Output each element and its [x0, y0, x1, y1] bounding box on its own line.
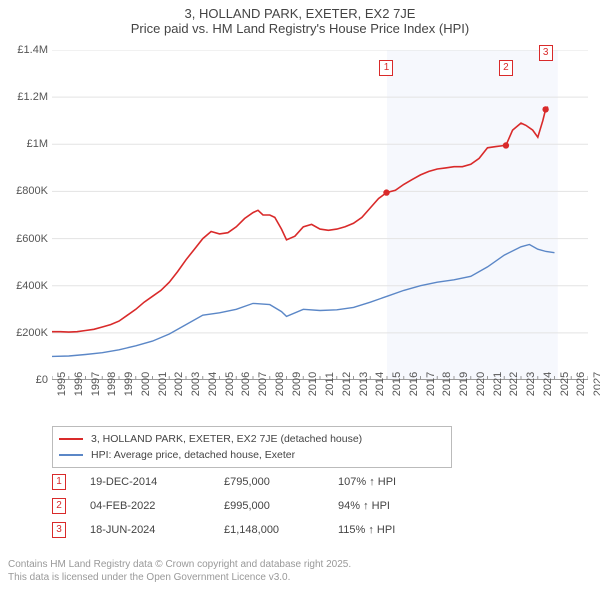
- x-tick-label: 2022: [508, 372, 520, 396]
- x-tick-label: 2015: [391, 372, 403, 396]
- sales-row-1-marker: 1: [52, 474, 66, 490]
- y-tick-label: £200K: [2, 327, 48, 339]
- chart-container: 3, HOLLAND PARK, EXETER, EX2 7JE Price p…: [0, 0, 600, 590]
- x-tick-label: 2016: [408, 372, 420, 396]
- x-tick-label: 2010: [307, 372, 319, 396]
- sales-row-1-date: 19-DEC-2014: [90, 476, 200, 488]
- x-tick-label: 2024: [542, 372, 554, 396]
- sales-row-2-marker: 2: [52, 498, 66, 514]
- legend: 3, HOLLAND PARK, EXETER, EX2 7JE (detach…: [52, 426, 452, 468]
- y-tick-label: £1.2M: [2, 91, 48, 103]
- y-tick-label: £1.4M: [2, 44, 48, 56]
- x-tick-label: 2007: [257, 372, 269, 396]
- sales-row-3-date: 18-JUN-2024: [90, 524, 200, 536]
- sales-row-2-pct: 94% ↑ HPI: [338, 500, 448, 512]
- sales-row-3-marker: 3: [52, 522, 66, 538]
- legend-swatch-1: [59, 438, 83, 440]
- sales-table: 1 19-DEC-2014 £795,000 107% ↑ HPI 2 04-F…: [52, 470, 532, 542]
- y-tick-label: £600K: [2, 233, 48, 245]
- x-tick-label: 2014: [374, 372, 386, 396]
- y-tick-label: £0: [2, 374, 48, 386]
- chart-title-line2: Price paid vs. HM Land Registry's House …: [0, 21, 600, 36]
- x-tick-label: 2005: [224, 372, 236, 396]
- plot-area: [52, 50, 588, 380]
- x-tick-label: 2021: [492, 372, 504, 396]
- title-block: 3, HOLLAND PARK, EXETER, EX2 7JE Price p…: [0, 0, 600, 36]
- x-tick-label: 2000: [140, 372, 152, 396]
- y-tick-label: £800K: [2, 185, 48, 197]
- sale-marker-box-1: 1: [379, 60, 393, 76]
- y-tick-label: £400K: [2, 280, 48, 292]
- y-tick-label: £1M: [2, 138, 48, 150]
- legend-row-1: 3, HOLLAND PARK, EXETER, EX2 7JE (detach…: [59, 431, 445, 447]
- x-tick-label: 2020: [475, 372, 487, 396]
- x-tick-label: 1997: [90, 372, 102, 396]
- sales-row-1: 1 19-DEC-2014 £795,000 107% ↑ HPI: [52, 470, 532, 494]
- x-tick-label: 2025: [559, 372, 571, 396]
- x-tick-label: 2019: [458, 372, 470, 396]
- sales-row-2: 2 04-FEB-2022 £995,000 94% ↑ HPI: [52, 494, 532, 518]
- sale-marker-box-3: 3: [539, 45, 553, 61]
- x-tick-label: 2006: [240, 372, 252, 396]
- x-tick-label: 2027: [592, 372, 600, 396]
- x-tick-label: 2011: [324, 372, 336, 396]
- sales-row-2-price: £995,000: [224, 500, 314, 512]
- x-tick-label: 2009: [291, 372, 303, 396]
- sales-row-2-date: 04-FEB-2022: [90, 500, 200, 512]
- legend-label-2: HPI: Average price, detached house, Exet…: [91, 449, 295, 461]
- footer-line2: This data is licensed under the Open Gov…: [8, 572, 351, 585]
- x-tick-label: 2008: [274, 372, 286, 396]
- sales-row-3-price: £1,148,000: [224, 524, 314, 536]
- sales-row-3-pct: 115% ↑ HPI: [338, 524, 448, 536]
- footer: Contains HM Land Registry data © Crown c…: [8, 559, 351, 584]
- x-tick-label: 2012: [341, 372, 353, 396]
- x-tick-label: 2004: [207, 372, 219, 396]
- x-tick-label: 2002: [173, 372, 185, 396]
- sale-marker-box-2: 2: [499, 60, 513, 76]
- x-tick-label: 1998: [106, 372, 118, 396]
- sales-row-1-price: £795,000: [224, 476, 314, 488]
- x-tick-label: 2001: [157, 372, 169, 396]
- x-tick-label: 2023: [525, 372, 537, 396]
- x-tick-label: 1996: [73, 372, 85, 396]
- x-tick-label: 1999: [123, 372, 135, 396]
- x-tick-label: 2026: [575, 372, 587, 396]
- x-tick-label: 2017: [425, 372, 437, 396]
- x-tick-label: 2003: [190, 372, 202, 396]
- x-tick-label: 1995: [56, 372, 68, 396]
- x-tick-label: 2013: [358, 372, 370, 396]
- footer-line1: Contains HM Land Registry data © Crown c…: [8, 559, 351, 572]
- chart-title-line1: 3, HOLLAND PARK, EXETER, EX2 7JE: [0, 6, 600, 21]
- sales-row-1-pct: 107% ↑ HPI: [338, 476, 448, 488]
- sales-row-3: 3 18-JUN-2024 £1,148,000 115% ↑ HPI: [52, 518, 532, 542]
- plot-svg: [52, 50, 588, 380]
- legend-swatch-2: [59, 454, 83, 456]
- x-tick-label: 2018: [441, 372, 453, 396]
- legend-label-1: 3, HOLLAND PARK, EXETER, EX2 7JE (detach…: [91, 433, 362, 445]
- legend-row-2: HPI: Average price, detached house, Exet…: [59, 447, 445, 463]
